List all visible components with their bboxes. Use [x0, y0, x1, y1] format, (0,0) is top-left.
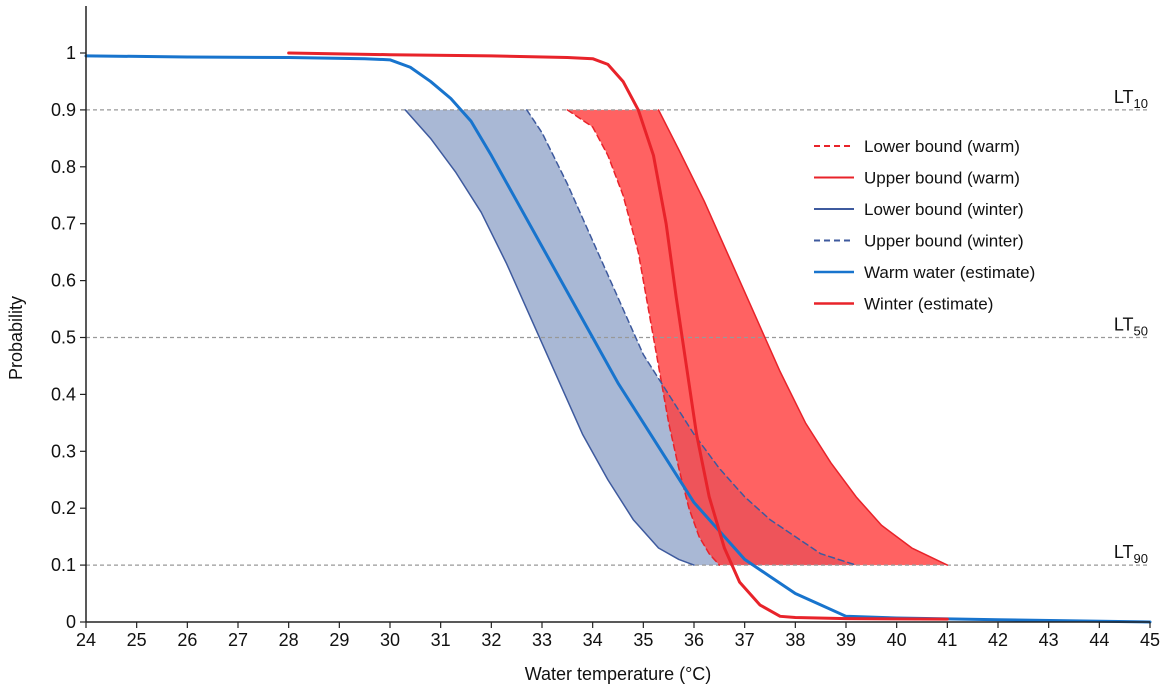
- reference-lines: [86, 109, 1150, 566]
- legend-label: Warm water (estimate): [864, 263, 1035, 282]
- x-tick-label: 29: [329, 630, 349, 650]
- x-tick-label: 44: [1089, 630, 1109, 650]
- band-warm-band: [567, 109, 948, 566]
- x-axis-title: Water temperature (°C): [525, 664, 712, 684]
- x-tick-label: 39: [836, 630, 856, 650]
- series-lower-bound-winter: [404, 109, 695, 566]
- x-tick-label: 24: [76, 630, 96, 650]
- y-tick-label: 0.7: [51, 214, 76, 234]
- reference-label-lt50: LT50: [1114, 315, 1148, 339]
- x-tick-label: 36: [684, 630, 704, 650]
- y-tick-label: 0.1: [51, 555, 76, 575]
- y-tick-label: 0.3: [51, 441, 76, 461]
- series-upper-bound-winter: [526, 109, 857, 566]
- series-warm-water-estimate: [84, 54, 1152, 624]
- legend-label: Upper bound (warm): [864, 169, 1020, 188]
- series-winter-estimate: [287, 51, 949, 621]
- y-tick-label: 0.5: [51, 328, 76, 348]
- x-tick-label: 42: [988, 630, 1008, 650]
- legend-item-warm-water-estimate: Warm water (estimate): [814, 263, 1035, 282]
- x-tick-label: 32: [481, 630, 501, 650]
- legend-item-lower-bound-warm: Lower bound (warm): [814, 137, 1020, 156]
- legend-item-winter-estimate: Winter (estimate): [814, 295, 993, 314]
- reference-label-lt10: LT10: [1114, 87, 1148, 111]
- legend-label: Lower bound (warm): [864, 137, 1020, 156]
- legend-item-lower-bound-winter: Lower bound (winter): [814, 200, 1024, 219]
- x-tick-label: 38: [785, 630, 805, 650]
- series-upper-bound-warm: [657, 109, 949, 566]
- x-tick-label: 33: [532, 630, 552, 650]
- y-tick-label: 0.6: [51, 271, 76, 291]
- legend-item-upper-bound-winter: Upper bound (winter): [814, 232, 1024, 251]
- y-tick-label: 0.8: [51, 157, 76, 177]
- y-tick-label: 0.2: [51, 498, 76, 518]
- series-lines: [84, 51, 1152, 624]
- y-axis-title: Probability: [6, 296, 26, 380]
- x-tick-label: 34: [583, 630, 603, 650]
- x-tick-label: 41: [937, 630, 957, 650]
- y-ticks: 0 0.1 0.2 0.3 0.4 0.5 0.6 0.7 0.8 0.9 1: [51, 43, 86, 632]
- x-tick-label: 30: [380, 630, 400, 650]
- band-winter-band: [405, 109, 857, 566]
- legend-label: Lower bound (winter): [864, 200, 1024, 219]
- x-tick-label: 28: [279, 630, 299, 650]
- x-tick-label: 45: [1140, 630, 1160, 650]
- y-tick-label: 0.4: [51, 384, 76, 404]
- legend-label: Winter (estimate): [864, 295, 993, 314]
- x-tick-label: 31: [431, 630, 451, 650]
- x-ticks: 24 25 26 27 28 29 30 31 32 33 34 35 36 37 38 39 40 41 42 43…: [76, 622, 1160, 650]
- series-lower-bound-warm: [566, 109, 721, 566]
- x-tick-label: 43: [1039, 630, 1059, 650]
- y-tick-label: 1: [66, 43, 76, 63]
- lt-labels: LT10 LT50 LT90: [1114, 87, 1148, 566]
- legend-label: Upper bound (winter): [864, 232, 1024, 251]
- legend-item-upper-bound-warm: Upper bound (warm): [814, 169, 1020, 188]
- y-tick-label: 0.9: [51, 100, 76, 120]
- x-tick-label: 35: [633, 630, 653, 650]
- x-tick-label: 25: [127, 630, 147, 650]
- axes: [85, 6, 1150, 623]
- legend: Lower bound (warm) Upper bound (warm) Lowe…: [814, 137, 1035, 314]
- x-tick-label: 27: [228, 630, 248, 650]
- x-tick-label: 26: [177, 630, 197, 650]
- x-tick-label: 40: [887, 630, 907, 650]
- x-tick-label: 37: [735, 630, 755, 650]
- y-tick-label: 0: [66, 612, 76, 632]
- uncertainty-bands: [405, 109, 948, 566]
- reference-label-lt90: LT90: [1114, 542, 1148, 566]
